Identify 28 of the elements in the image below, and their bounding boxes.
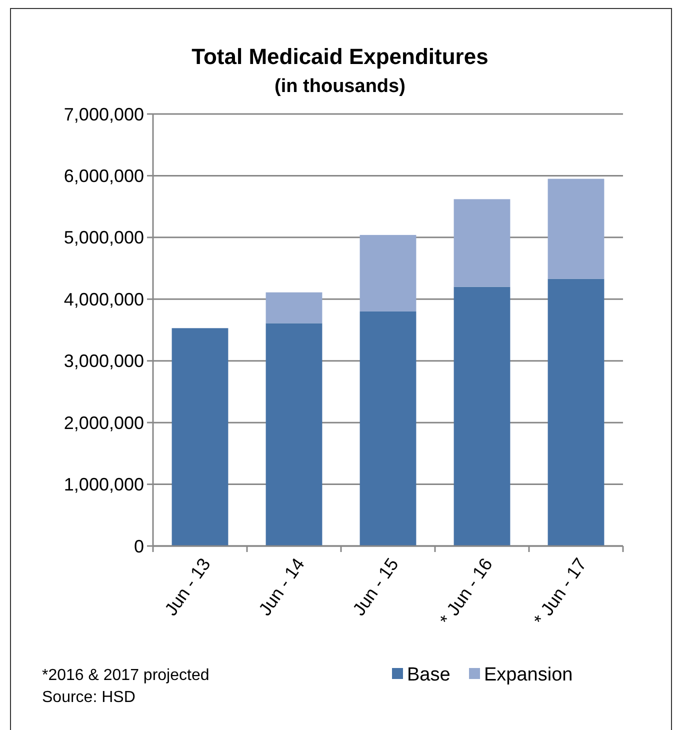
text: *2016 & 2017 projected (42, 667, 210, 684)
bar (266, 323, 322, 546)
y-tick-label: 0 (134, 536, 144, 556)
bar (548, 278, 604, 546)
bar (360, 234, 416, 312)
y-tick-label: 3,000,000 (64, 351, 144, 372)
bar (454, 199, 510, 287)
source-note: Source: HSD (42, 689, 136, 706)
y-tick-label: 6,000,000 (64, 166, 144, 186)
bar (172, 328, 228, 546)
bar (266, 292, 322, 324)
x-tick-label: Jun - 15 (348, 554, 402, 620)
legend-label: Expansion (484, 664, 573, 686)
x-tick-label: Jun - 14 (254, 554, 308, 620)
chart-title: Total Medicaid Expenditures (192, 44, 488, 69)
bar (360, 311, 416, 546)
legend-label: Base (407, 664, 450, 686)
y-tick-label: 7,000,000 (64, 104, 144, 124)
y-tick-label: 2,000,000 (64, 412, 144, 433)
x-tick-label: Jun - 13 (160, 554, 214, 620)
bar (548, 178, 604, 279)
y-tick-label: 1,000,000 (64, 474, 144, 495)
x-tick-label: * Jun - 17 (530, 554, 590, 630)
chart-subtitle: (in thousands) (274, 76, 406, 97)
y-tick-label: 5,000,000 (64, 228, 144, 248)
x-tick-label: * Jun - 16 (436, 554, 496, 630)
bar (454, 286, 510, 546)
y-tick-label: 4,000,000 (64, 289, 144, 310)
